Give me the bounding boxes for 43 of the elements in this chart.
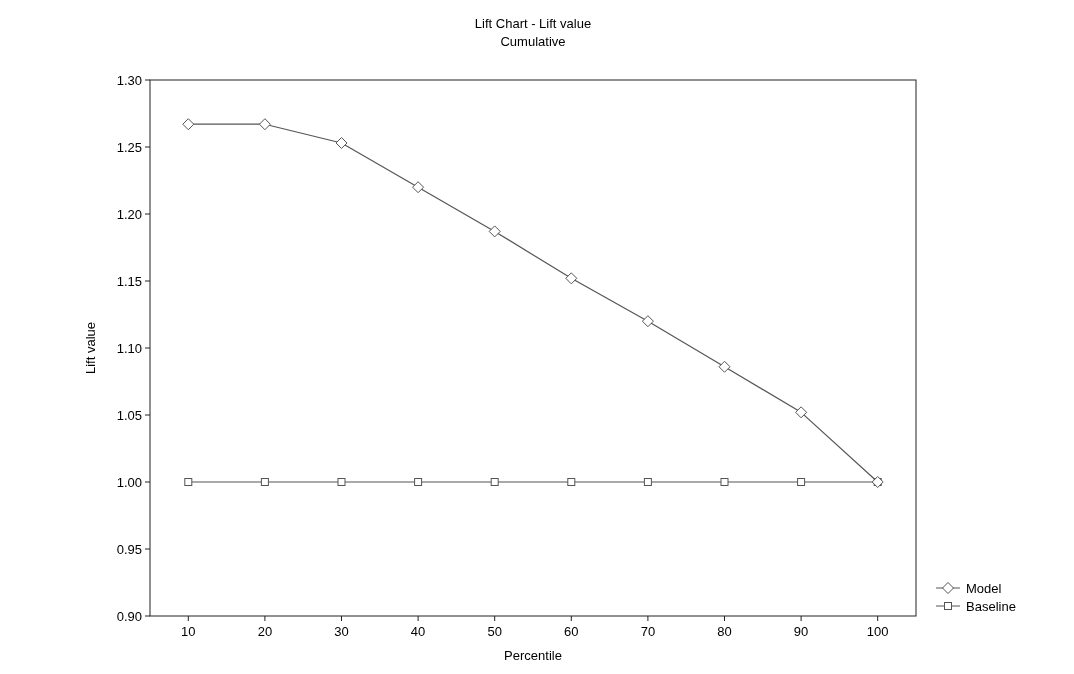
- x-tick-label: 90: [793, 624, 809, 639]
- y-tick-label: 1.15: [116, 273, 142, 289]
- point: [567, 478, 576, 486]
- legend-label: Baseline: [966, 598, 1016, 614]
- point: [184, 478, 193, 486]
- point: [412, 181, 425, 194]
- x-tick-label: 10: [181, 624, 196, 639]
- point: [414, 478, 423, 486]
- x-tick-label: 100: [866, 624, 889, 639]
- y-tick-label: 1.05: [116, 407, 142, 423]
- y-tick-label: 1.20: [116, 206, 142, 222]
- x-axis-title: Percentile: [504, 648, 562, 663]
- point: [182, 118, 195, 131]
- point: [565, 272, 578, 285]
- x-tick-label: 70: [640, 624, 656, 639]
- x-tick-label: 80: [717, 624, 732, 639]
- point: [337, 478, 346, 486]
- point: [488, 225, 501, 238]
- y-axis-title: Lift value: [83, 321, 98, 375]
- point: [258, 118, 271, 131]
- y-tick-label: 1.00: [116, 474, 142, 490]
- x-tick-label: 40: [410, 624, 426, 639]
- point: [335, 136, 348, 149]
- point: [718, 360, 731, 373]
- chart-title: Lift Chart - Lift value: [474, 16, 592, 31]
- point: [720, 478, 729, 486]
- x-tick-label: 60: [564, 624, 579, 639]
- x-tick-label: 30: [334, 624, 349, 639]
- point: [641, 315, 654, 328]
- y-tick-label: 1.25: [116, 139, 142, 155]
- x-tick-label: 20: [257, 624, 273, 639]
- point: [797, 478, 806, 486]
- point: [260, 478, 269, 486]
- x-tick-label: 50: [487, 624, 502, 639]
- chart-subtitle: Cumulative: [500, 34, 566, 49]
- point: [643, 478, 652, 486]
- point: [490, 478, 499, 486]
- point: [795, 406, 808, 419]
- legend-label: Model: [966, 580, 1002, 596]
- y-tick-label: 0.95: [116, 541, 142, 557]
- y-tick-label: 0.90: [116, 608, 142, 624]
- y-tick-label: 1.30: [116, 72, 142, 88]
- y-tick-label: 1.10: [116, 340, 142, 356]
